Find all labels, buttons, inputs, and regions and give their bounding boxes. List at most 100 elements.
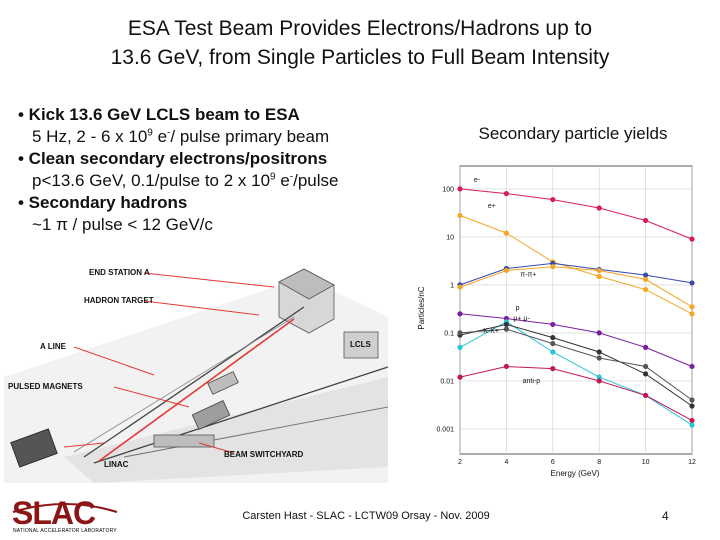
chart-annotation: K-K+ [483,328,499,335]
chart-data-point [643,392,649,398]
chart-data-point [457,330,463,336]
chart-series-line [459,266,693,308]
chart-data-point [550,349,556,355]
chart-data-point [457,311,463,317]
map-label-lcls: LCLS [350,340,372,349]
chart-data-point [689,236,695,242]
map-label-pulsed-magnets: PULSED MAGNETS [8,382,83,391]
chart-y-tick-label: 0.01 [440,378,454,385]
chart-annotation: p [516,305,520,312]
chart-data-point [596,205,602,211]
chart-data-point [689,417,695,424]
chart-data-point [643,344,649,350]
chart-annotation: π-π+ [520,271,536,278]
slac-logo-wordmark: SLAC [12,495,96,531]
chart-data-point [503,267,509,274]
chart-plot-area [459,165,693,455]
chart-data-point [643,272,649,278]
chart-data-point [596,374,602,380]
chart-series-line [459,214,693,315]
map-label-end-station: END STATION A [89,268,150,277]
chart-data-point [596,330,602,336]
slac-logo-tagline: NATIONAL ACCELERATOR LABORATORY [13,528,117,534]
map-label-hadron-target: HADRON TARGET [84,296,154,305]
chart-data-point [596,355,602,361]
slide-title: ESA Test Beam Provides Electrons/Hadrons… [0,14,720,72]
chart-y-tick-label: 0.1 [444,330,454,337]
slide-title-line1: ESA Test Beam Provides Electrons/Hadrons… [127,17,593,40]
chart-data-point [550,334,556,341]
bullet-secondary-electrons-detail: p<13.6 GeV, 0.1/pulse to 2 x 109 e-/puls… [32,171,339,190]
chart-data-point [689,280,695,286]
map-label-linac: LINAC [104,460,129,469]
chart-series-line [459,328,693,401]
chart-data-point [689,422,695,428]
bullet-kick-beam-detail: 5 Hz, 2 - 6 x 109 e-/ pulse primary beam [32,127,330,146]
chart-y-tick-label: 1 [450,282,454,289]
bullet-list: • Kick 13.6 GeV LCLS beam to ESA 5 Hz, 2… [18,104,418,236]
chart-data-point [550,321,556,328]
chart-data-point [689,304,695,310]
chart-annotation: anti-p [523,378,541,385]
chart-x-tick-label: 6 [551,459,555,466]
chart-data-point [550,366,556,372]
chart-data-point [689,397,695,403]
bullet-secondary-hadrons-detail: ~1 π / pulse < 12 GeV/c [32,215,213,234]
chart-data-point [643,371,649,377]
chart-data-point [503,321,509,328]
chart-data-point [550,340,556,347]
chart-data-point [550,196,556,203]
chart-data-point [503,326,509,332]
chart-data-point [689,311,695,317]
chart-data-point [503,190,509,197]
chart-y-tick-label: 0.001 [436,426,454,433]
chart-data-point [596,378,602,384]
chart-data-point [689,403,695,409]
chart-y-tick-label: 100 [442,186,454,193]
beamline-map: END STATION A HADRON TARGET A LINE LCLS … [4,257,388,483]
chart-data-point [457,284,463,290]
bullet-kick-beam: • Kick 13.6 GeV LCLS beam to ESA [18,105,300,124]
chart-series-line [459,313,693,367]
chart-series-line [459,365,693,421]
chart-y-tick-label: 10 [446,234,454,241]
chart-data-point [596,273,602,280]
chart-series-line [459,188,693,240]
chart-data-point [550,264,556,270]
chart-data-point [457,374,463,380]
bullet-secondary-hadrons: • Secondary hadrons [18,193,188,212]
chart-heading: Secondary particle yields [478,124,668,143]
chart-data-point [503,230,509,236]
chart-data-point [457,212,463,219]
chart-series-line [459,262,693,286]
map-label-a-line: A LINE [40,342,67,351]
chart-data-point [503,363,509,370]
chart-data-point [596,349,602,355]
chart-annotation: μ+ μ- [513,316,530,323]
chart-x-tick-label: 2 [458,459,462,466]
secondary-yields-chart: 2 4 6 8 10 12 0.001 0.01 0.1 1 10 100 e-e+ π-π+ p K-K+ a… [417,165,696,478]
chart-x-tick-label: 8 [597,459,601,466]
chart-x-axis-label: Energy (GeV) [551,469,600,478]
footer-text: Carsten Hast - SLAC - LCTW09 Orsay - Nov… [242,510,490,522]
chart-series-line [459,323,693,407]
bullet-secondary-electrons: • Clean secondary electrons/positrons [18,149,328,168]
chart-data-point [643,276,649,283]
chart-data-point [596,267,602,274]
chart-y-axis-label: Particles/nC [417,286,426,329]
chart-data-point [689,363,695,370]
chart-annotation: e+ [488,203,496,210]
chart-data-point [457,186,463,192]
slide-title-line2: 13.6 GeV, from Single Particles to Full … [110,46,610,69]
chart-data-point [457,344,463,350]
chart-x-tick-label: 12 [688,459,696,466]
page-number: 4 [662,509,669,523]
map-label-beam-switchyard: BEAM SWITCHYARD [224,450,303,459]
chart-x-tick-label: 10 [642,459,650,466]
chart-x-tick-label: 4 [504,459,508,466]
slac-logo: SLAC [12,495,118,531]
chart-data-point [643,363,649,370]
chart-data-point [643,217,649,224]
chart-data-point [643,286,649,293]
chart-annotation: e- [474,177,481,184]
